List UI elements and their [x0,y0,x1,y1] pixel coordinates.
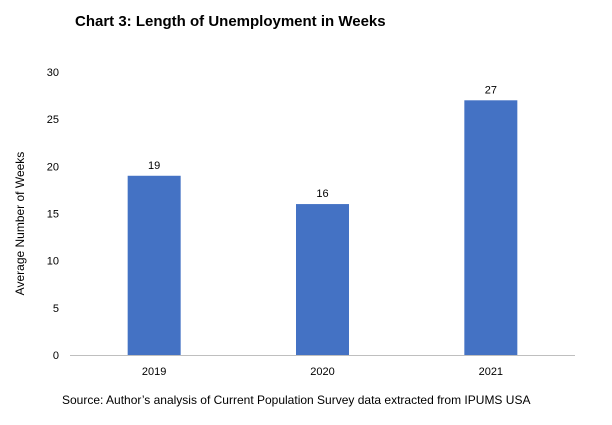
data-label: 27 [485,84,497,96]
chart-title: Chart 3: Length of Unemployment in Weeks [75,13,386,30]
y-axis-ticks: 0 5 10 15 20 25 30 [47,67,59,362]
y-tick-label: 25 [47,114,59,126]
x-tick-label: 2019 [142,366,166,378]
y-tick-label: 0 [53,350,59,362]
y-tick-label: 10 [47,256,59,268]
y-tick-label: 20 [47,161,59,173]
y-tick-label: 30 [47,67,59,79]
y-axis-label: Average Number of Weeks [13,152,27,296]
x-tick-label: 2021 [479,366,503,378]
bars: 19 16 27 [127,84,518,355]
data-label: 16 [316,188,328,200]
bar-2019 [127,175,181,355]
source-note: Source: Author’s analysis of Current Pop… [62,393,531,407]
data-label: 19 [148,160,160,172]
y-tick-label: 5 [53,303,59,315]
y-tick-label: 15 [47,209,59,221]
bar-2020 [296,204,349,355]
bar-2021 [464,100,518,355]
x-axis-ticks: 2019 2020 2021 [142,366,503,378]
x-tick-label: 2020 [310,366,334,378]
